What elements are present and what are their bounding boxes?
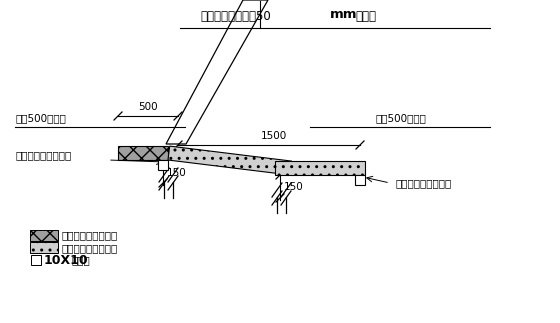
Polygon shape bbox=[30, 242, 58, 253]
Polygon shape bbox=[31, 255, 41, 265]
Text: 1500: 1500 bbox=[261, 131, 287, 141]
Text: 10X10: 10X10 bbox=[44, 254, 88, 266]
Text: 的圆弧: 的圆弧 bbox=[355, 9, 376, 23]
Text: 放上500控制线: 放上500控制线 bbox=[375, 113, 426, 123]
Text: 第二次浇筑斜面帑层: 第二次浇筑斜面帑层 bbox=[62, 243, 118, 253]
Text: 150: 150 bbox=[167, 168, 186, 178]
Text: 的方木: 的方木 bbox=[72, 255, 91, 265]
Polygon shape bbox=[158, 160, 168, 170]
Polygon shape bbox=[30, 230, 58, 241]
Polygon shape bbox=[168, 146, 292, 175]
Polygon shape bbox=[275, 161, 365, 175]
Text: 第一次浇筑平面帑层: 第一次浇筑平面帑层 bbox=[62, 231, 118, 241]
Text: 插上锆筋以固定方木: 插上锆筋以固定方木 bbox=[15, 150, 71, 160]
Text: 放上500控制线: 放上500控制线 bbox=[15, 113, 66, 123]
Text: 插上锆筋以固定方木: 插上锆筋以固定方木 bbox=[395, 178, 451, 188]
Text: mm: mm bbox=[330, 8, 357, 22]
Polygon shape bbox=[118, 146, 168, 160]
Text: 500: 500 bbox=[138, 102, 158, 112]
Polygon shape bbox=[166, 0, 268, 144]
Text: 阴阳角要控制半径50: 阴阳角要控制半径50 bbox=[200, 9, 270, 23]
Text: 150: 150 bbox=[284, 182, 304, 193]
Polygon shape bbox=[355, 175, 365, 185]
